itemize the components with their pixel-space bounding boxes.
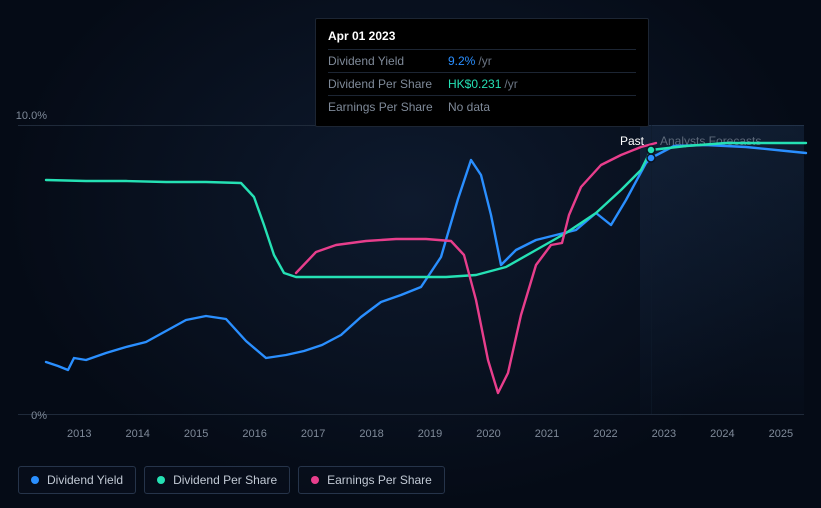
- y-axis-min: 0%: [31, 410, 47, 422]
- baseline-gridline: [18, 414, 804, 415]
- x-tick: 2018: [342, 428, 400, 448]
- legend-label: Dividend Yield: [47, 473, 123, 487]
- x-tick: 2013: [50, 428, 108, 448]
- tooltip-label: Earnings Per Share: [328, 100, 448, 114]
- legend-dot: [31, 476, 39, 484]
- legend-item-earnings-per-share[interactable]: Earnings Per Share: [298, 466, 445, 494]
- x-tick: 2020: [459, 428, 517, 448]
- legend-label: Earnings Per Share: [327, 473, 432, 487]
- marker-blue: [647, 154, 655, 162]
- legend-label: Dividend Per Share: [173, 473, 277, 487]
- line-earnings-per-share: [296, 143, 656, 393]
- x-tick: 2017: [284, 428, 342, 448]
- tooltip: Apr 01 2023 Dividend Yield 9.2% /yr Divi…: [315, 18, 649, 127]
- chart-lines: [46, 125, 806, 414]
- tooltip-label: Dividend Per Share: [328, 77, 448, 91]
- x-tick: 2021: [518, 428, 576, 448]
- line-dividend-per-share: [46, 143, 806, 277]
- x-tick: 2014: [108, 428, 166, 448]
- x-tick: 2024: [693, 428, 751, 448]
- x-tick: 2023: [635, 428, 693, 448]
- y-axis-max: 10.0%: [16, 110, 47, 122]
- x-tick: 2019: [401, 428, 459, 448]
- tooltip-row: Dividend Per Share HK$0.231 /yr: [328, 72, 636, 95]
- tooltip-date: Apr 01 2023: [328, 29, 636, 43]
- x-tick: 2022: [576, 428, 634, 448]
- legend-dot: [157, 476, 165, 484]
- x-tick: 2025: [752, 428, 810, 448]
- legend: Dividend Yield Dividend Per Share Earnin…: [18, 466, 445, 494]
- tooltip-unit: /yr: [478, 54, 491, 68]
- x-tick: 2015: [167, 428, 225, 448]
- marker-teal: [647, 146, 655, 154]
- line-dividend-yield: [46, 145, 806, 370]
- tooltip-row: Dividend Yield 9.2% /yr: [328, 49, 636, 72]
- tooltip-row: Earnings Per Share No data: [328, 95, 636, 118]
- x-axis: 2013 2014 2015 2016 2017 2018 2019 2020 …: [50, 428, 810, 448]
- tooltip-value: HK$0.231: [448, 77, 501, 91]
- tooltip-unit: /yr: [504, 77, 517, 91]
- legend-item-dividend-per-share[interactable]: Dividend Per Share: [144, 466, 290, 494]
- tooltip-label: Dividend Yield: [328, 54, 448, 68]
- tooltip-value: 9.2%: [448, 54, 475, 68]
- x-tick: 2016: [225, 428, 283, 448]
- legend-dot: [311, 476, 319, 484]
- legend-item-dividend-yield[interactable]: Dividend Yield: [18, 466, 136, 494]
- tooltip-value: No data: [448, 100, 490, 114]
